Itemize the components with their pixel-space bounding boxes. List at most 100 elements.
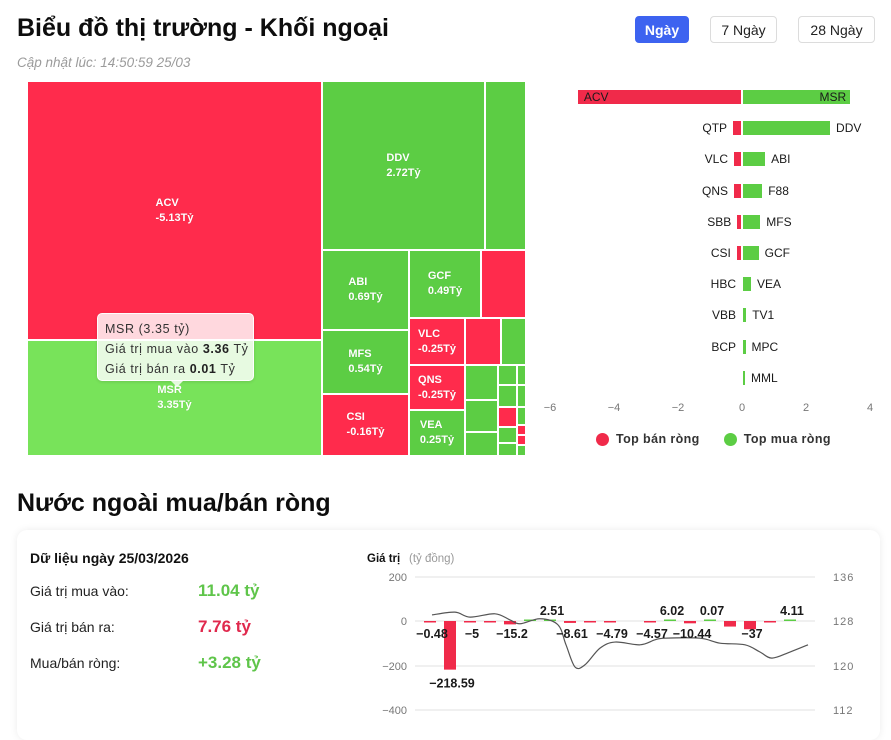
treemap-cell[interactable] xyxy=(498,443,517,456)
combo-bar[interactable] xyxy=(644,621,656,623)
tooltip-sell-label: Giá trị bán ra xyxy=(105,362,186,376)
treemap-ticker: GCF xyxy=(427,270,452,282)
combo-bar[interactable] xyxy=(604,621,616,623)
treemap-cell[interactable] xyxy=(498,427,517,443)
hbar-buy-bar[interactable] xyxy=(743,183,763,198)
combo-bar-label: −10.44 xyxy=(673,627,712,641)
combo-bar[interactable] xyxy=(484,621,496,623)
treemap-cell[interactable] xyxy=(517,365,526,385)
legend-item-sell[interactable]: Top bán ròng xyxy=(596,432,700,446)
combo-bar[interactable] xyxy=(464,621,476,623)
treemap-cell-gcf[interactable]: GCF 0.49Tỷ xyxy=(409,250,481,318)
treemap-cell[interactable] xyxy=(517,425,526,435)
combo-bar-label: 0.07 xyxy=(700,604,724,618)
treemap-cell-vlc[interactable]: VLC -0.25Tỷ xyxy=(409,318,465,365)
combo-bar[interactable] xyxy=(784,619,796,622)
treemap-ticker: QNS xyxy=(418,373,442,386)
combo-y-unit: (tỷ đồng) xyxy=(409,553,455,565)
treemap-cell-acv[interactable]: ACV -5.13Tỷ xyxy=(27,81,322,340)
treemap-cell[interactable] xyxy=(517,385,526,407)
treemap-cell[interactable] xyxy=(498,407,517,427)
combo-y2-tick: 120 xyxy=(833,661,854,673)
tooltip-sell-value: 0.01 xyxy=(189,362,217,376)
combo-bar[interactable] xyxy=(684,621,696,624)
hbar-sell-bar[interactable] xyxy=(734,183,741,198)
legend-sell-dot-icon xyxy=(596,432,609,446)
treemap-ticker: CSI xyxy=(346,411,365,423)
combo-bar[interactable] xyxy=(664,619,676,622)
combo-bar[interactable] xyxy=(584,621,596,623)
combo-y-tick: 0 xyxy=(401,616,407,628)
treemap-ticker: MFS xyxy=(348,348,372,360)
treemap-cell-ddv[interactable]: DDV 2.72Tỷ xyxy=(322,81,485,250)
treemap-cell-csi[interactable]: CSI -0.16Tỷ xyxy=(322,394,409,456)
treemap-cell[interactable] xyxy=(517,407,526,425)
combo-bar[interactable] xyxy=(724,621,736,627)
treemap-tooltip: MSR (3.35 tỷ) Giá trị mua vào 3.36 Tỷ Gi… xyxy=(97,313,254,387)
treemap-cell[interactable] xyxy=(517,435,526,445)
treemap-ticker: VLC xyxy=(418,327,441,340)
treemap-cell[interactable] xyxy=(465,432,498,456)
combo-bar[interactable] xyxy=(764,621,776,623)
treemap-cell[interactable] xyxy=(517,445,526,456)
hbar-buy-bar[interactable] xyxy=(743,152,766,167)
hbar-buy-bar[interactable] xyxy=(743,308,747,323)
treemap-cell-label: MFS 0.54Tỷ xyxy=(348,347,382,377)
combo-bar[interactable] xyxy=(704,619,716,622)
treemap-cell[interactable] xyxy=(465,365,498,400)
treemap-cell[interactable] xyxy=(465,318,501,365)
combo-bar[interactable] xyxy=(564,621,576,623)
combo-bar-label: −5 xyxy=(465,627,479,641)
tab-7-days[interactable]: 7 Ngày xyxy=(710,16,777,43)
treemap-ticker: MSR xyxy=(157,384,182,396)
treemap-value: -0.25Tỷ xyxy=(418,342,456,355)
tooltip-sell-row: Giá trị bán ra 0.01 Tỷ xyxy=(105,359,253,379)
hbar-sell-bar[interactable] xyxy=(733,121,741,136)
index-line xyxy=(431,611,809,670)
section-title-net: Nước ngoài mua/bán ròng xyxy=(17,489,331,517)
treemap-cell[interactable] xyxy=(485,81,526,250)
tab-28-days[interactable]: 28 Ngày xyxy=(798,16,875,43)
combo-bar[interactable] xyxy=(744,621,756,630)
combo-labels: −0.48 −218.59 −5 −15.2 2.51 −8.61 −4.79 −4.57 6.… xyxy=(416,604,804,691)
legend-item-buy[interactable]: Top mua ròng xyxy=(723,432,831,446)
stat-sell-value: 7.76 tỷ xyxy=(198,617,251,636)
hbar-buy-bar[interactable] xyxy=(743,214,761,229)
treemap-cell-vea[interactable]: VEA 0.25Tỷ xyxy=(409,410,465,456)
treemap-cell[interactable] xyxy=(465,400,498,432)
treemap-cell-abi[interactable]: ABI 0.69Tỷ xyxy=(322,250,409,330)
treemap-cell[interactable] xyxy=(501,318,526,365)
tab-day[interactable]: Ngày xyxy=(635,16,689,43)
data-date-label: Dữ liệu ngày 25/03/2026 xyxy=(30,550,189,566)
treemap-value: 0.54Tỷ xyxy=(348,363,383,375)
treemap-cell[interactable] xyxy=(498,365,517,385)
hbar-buy-bar[interactable] xyxy=(743,370,745,385)
combo-bar-label: −37 xyxy=(741,627,762,641)
treemap-ticker: DDV xyxy=(386,151,410,164)
hbar-sell-bar[interactable] xyxy=(577,90,741,104)
combo-bar[interactable] xyxy=(524,619,536,622)
hbar-sell-bar[interactable] xyxy=(734,152,741,167)
hbar-buy-bar[interactable] xyxy=(743,246,759,260)
hbar-sell-bar[interactable] xyxy=(736,246,741,260)
treemap-cell-mfs[interactable]: MFS 0.54Tỷ xyxy=(322,330,409,394)
treemap-cell-label: QNS -0.25Tỷ xyxy=(418,373,456,403)
combo-y-title: Giá trị xyxy=(367,553,400,565)
combo-bar[interactable] xyxy=(424,621,436,623)
treemap-cell[interactable] xyxy=(498,385,517,407)
combo-y2-tick: 128 xyxy=(833,616,854,628)
combo-y2-tick: 112 xyxy=(833,705,854,717)
combo-bar-label: −4.79 xyxy=(596,627,628,641)
hbar-buy-bar[interactable] xyxy=(743,277,751,292)
treemap-cell-qns[interactable]: QNS -0.25Tỷ xyxy=(409,365,465,410)
hbar-buy-bar[interactable] xyxy=(743,121,831,136)
combo-bar[interactable] xyxy=(504,621,516,625)
hbar-buy-bar[interactable] xyxy=(743,90,851,104)
treemap-cell[interactable] xyxy=(481,250,526,318)
page-title: Biểu đồ thị trường - Khối ngoại xyxy=(17,14,389,42)
hbar-buy-bar[interactable] xyxy=(743,339,746,354)
period-tabs: Ngày 7 Ngày 28 Ngày xyxy=(635,16,875,43)
hbar-sell-bar[interactable] xyxy=(737,214,741,229)
treemap-chart: ACV -5.13Tỷ MSR 3.35Tỷ DDV 2.72Tỷ ABI 0.69Tỷ MFS… xyxy=(27,81,526,456)
combo-bar[interactable] xyxy=(444,621,456,670)
